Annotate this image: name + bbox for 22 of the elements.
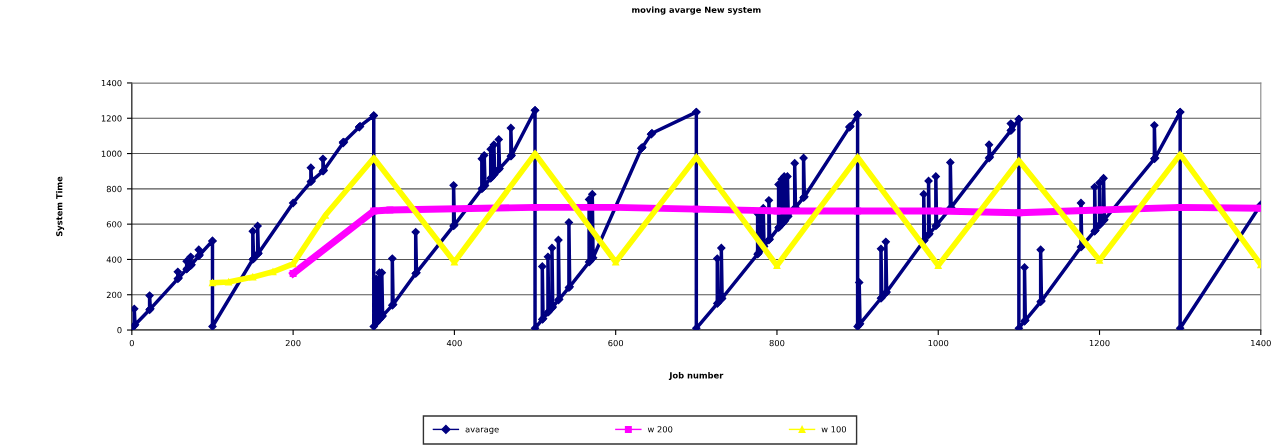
y-tick-label: 1000 <box>101 150 122 157</box>
y-axis-title: System Time <box>55 176 65 237</box>
legend-label: w 100 <box>821 426 847 433</box>
x-tick-label: 1200 <box>1089 339 1110 347</box>
x-tick-label: 600 <box>608 339 624 347</box>
y-tick-label: 0 <box>117 327 122 334</box>
x-tick-label: 0 <box>129 339 134 347</box>
chart-title: moving avarge New system <box>632 6 761 15</box>
legend-label: avarage <box>465 427 499 435</box>
x-tick-label: 200 <box>285 339 301 347</box>
legend-label: w 200 <box>647 426 673 433</box>
y-tick-label: 600 <box>106 221 122 228</box>
y-tick-label: 1400 <box>101 79 122 87</box>
x-tick-label: 800 <box>769 339 785 347</box>
x-tick-label: 400 <box>446 339 462 347</box>
x-axis-title: Job number <box>668 372 724 381</box>
y-tick-label: 1200 <box>101 115 122 122</box>
y-tick-label: 200 <box>106 291 122 299</box>
x-tick-label: 1400 <box>1251 339 1271 347</box>
x-tick-label: 1000 <box>928 339 949 347</box>
y-tick-label: 400 <box>106 256 122 263</box>
y-tick-label: 800 <box>106 185 122 193</box>
